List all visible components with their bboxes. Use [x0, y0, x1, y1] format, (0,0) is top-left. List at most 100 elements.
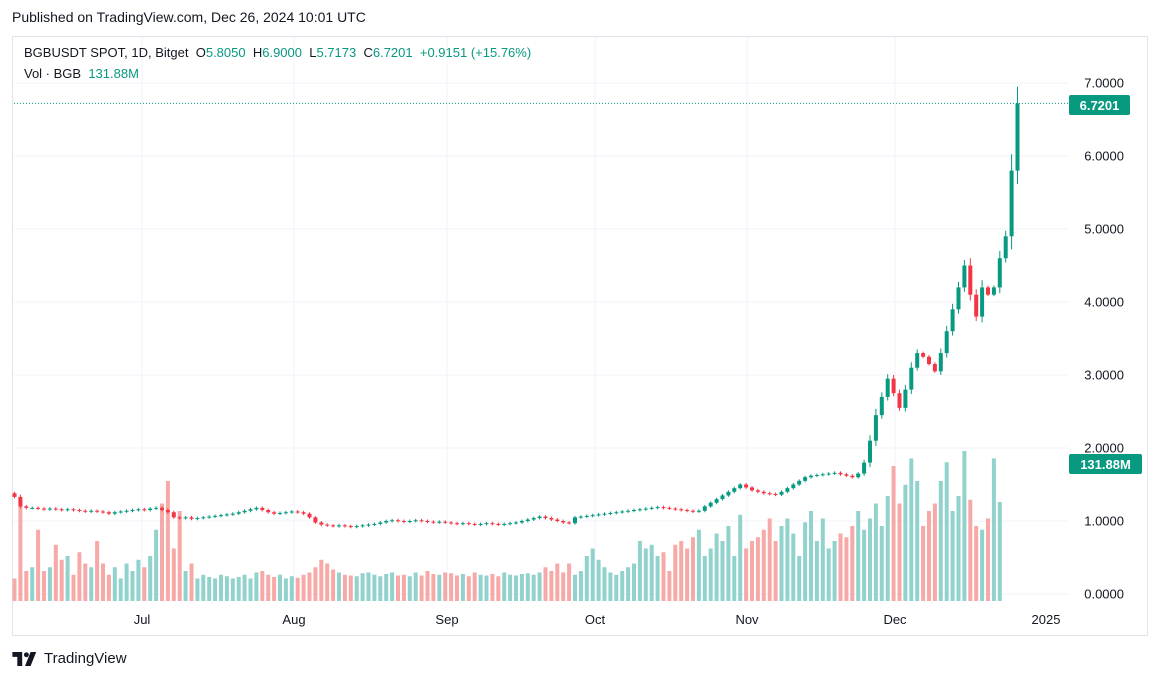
volume-bar [230, 578, 235, 601]
candle-body [702, 506, 707, 511]
volume-bar [868, 518, 872, 601]
volume-bar [18, 503, 23, 601]
candle-body [331, 525, 336, 527]
candle-body [531, 518, 536, 520]
volume-bar [508, 574, 513, 601]
y-tick-label: 7.0000 [1084, 76, 1124, 91]
candle-body [219, 515, 223, 517]
volume-bar [106, 574, 111, 601]
candle-body [873, 415, 878, 441]
volume-bar [803, 522, 808, 601]
candle-body [773, 493, 778, 495]
volume-bar [266, 574, 271, 601]
volume-bar [484, 575, 489, 601]
candle-body [738, 484, 743, 489]
volume-bar [691, 537, 695, 601]
volume-bar [873, 503, 878, 601]
candle-body [549, 518, 554, 520]
volume-bar [443, 572, 448, 601]
volume-bar [932, 503, 937, 601]
volume-bar [289, 576, 294, 601]
volume-bar [83, 563, 88, 601]
volume-bar [519, 574, 524, 601]
candle-body [761, 491, 766, 494]
candle-body [879, 396, 884, 416]
volume-bar [466, 576, 471, 601]
candle-body [65, 509, 70, 511]
candle-body [171, 512, 176, 518]
change-value: +0.9151 (+15.76%) [419, 45, 532, 60]
volume-bar [797, 556, 802, 601]
volume-bar [738, 514, 743, 601]
volume-bar [460, 574, 465, 601]
footer-brand[interactable]: TradingView [12, 650, 127, 667]
volume-bar [219, 574, 223, 601]
candle-body [154, 507, 159, 509]
candle-body [915, 353, 920, 368]
candle-body [809, 475, 813, 478]
volume-bar [726, 526, 731, 601]
candle-body [106, 512, 111, 514]
volume-bar [136, 559, 141, 601]
candle-body [649, 507, 654, 509]
candle-body [266, 510, 271, 513]
candle-body [36, 507, 41, 509]
x-tick-label: Sep [435, 612, 458, 627]
volume-bar [608, 572, 613, 601]
candle-body [360, 525, 365, 527]
volume-bar [254, 572, 259, 601]
candle-body [814, 475, 819, 477]
candle-body [165, 510, 170, 513]
candle-body [980, 287, 985, 317]
candle-body [407, 521, 412, 522]
volume-bar [578, 571, 583, 601]
volume-bar [514, 575, 518, 601]
volume-bar [596, 559, 601, 601]
candle-body [248, 509, 253, 511]
volume-bar [224, 576, 229, 601]
candle-body [850, 475, 855, 478]
volume-bar [785, 518, 790, 601]
candle-body [342, 525, 347, 527]
volume-bar [337, 572, 341, 601]
volume-bar [95, 541, 100, 601]
chart-frame[interactable] [12, 36, 1148, 636]
volume-bar [850, 526, 855, 601]
candle-body [419, 520, 424, 522]
last-price-tag-text: 6.7201 [1080, 98, 1120, 113]
volume-bar [89, 567, 94, 601]
footer-brand-text: TradingView [44, 650, 127, 667]
volume-bar [390, 572, 395, 601]
volume-bar [313, 567, 318, 601]
volume-bar [431, 574, 436, 601]
candle-body [708, 502, 713, 507]
low-value: 5.7173 [316, 45, 357, 60]
volume-bar [413, 572, 418, 601]
x-tick-label: Aug [282, 612, 305, 627]
volume-bar [673, 544, 678, 601]
candle-body [932, 364, 937, 372]
volume-bar [372, 574, 377, 601]
volume-bar [885, 496, 890, 601]
volume-bar [779, 526, 784, 601]
volume-bar [643, 548, 648, 601]
volume-bar [826, 548, 831, 601]
volume-bar [77, 552, 82, 601]
x-axis: Jul Aug Sep Oct Nov Dec 2025 [134, 612, 1061, 627]
candle-body [502, 523, 507, 525]
candle-body [325, 524, 330, 526]
volume-bar [59, 559, 64, 601]
candle-body [956, 287, 961, 310]
candle-body [478, 523, 483, 525]
volume-bar [419, 575, 424, 601]
volume-bar [437, 574, 442, 601]
candle-body [655, 507, 660, 509]
candle-body [59, 509, 64, 511]
volume-bar [773, 541, 778, 601]
candle-body [130, 510, 135, 512]
candle-body [679, 509, 684, 511]
volume-bar [496, 576, 501, 601]
open-label: O [195, 45, 206, 60]
candle-body [561, 521, 566, 523]
